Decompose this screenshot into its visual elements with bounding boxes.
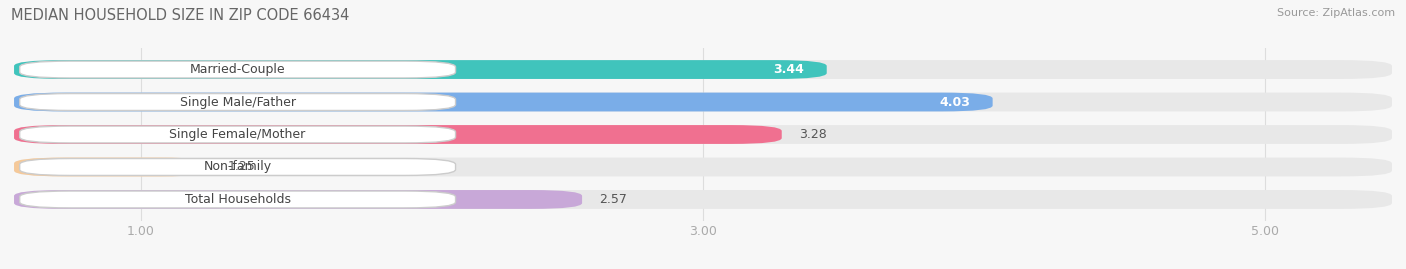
FancyBboxPatch shape bbox=[14, 158, 211, 176]
FancyBboxPatch shape bbox=[20, 61, 456, 78]
Text: 3.44: 3.44 bbox=[773, 63, 804, 76]
FancyBboxPatch shape bbox=[14, 93, 1392, 111]
Text: 3.28: 3.28 bbox=[799, 128, 827, 141]
FancyBboxPatch shape bbox=[14, 190, 582, 209]
FancyBboxPatch shape bbox=[14, 190, 1392, 209]
Text: 4.03: 4.03 bbox=[939, 95, 970, 108]
FancyBboxPatch shape bbox=[14, 93, 993, 111]
Text: Single Female/Mother: Single Female/Mother bbox=[170, 128, 305, 141]
FancyBboxPatch shape bbox=[20, 94, 456, 111]
Text: Total Households: Total Households bbox=[184, 193, 291, 206]
Text: 2.57: 2.57 bbox=[599, 193, 627, 206]
Text: 1.25: 1.25 bbox=[228, 161, 256, 174]
Text: Married-Couple: Married-Couple bbox=[190, 63, 285, 76]
FancyBboxPatch shape bbox=[20, 126, 456, 143]
FancyBboxPatch shape bbox=[20, 191, 456, 208]
FancyBboxPatch shape bbox=[14, 158, 1392, 176]
FancyBboxPatch shape bbox=[14, 60, 827, 79]
FancyBboxPatch shape bbox=[14, 60, 1392, 79]
Text: Source: ZipAtlas.com: Source: ZipAtlas.com bbox=[1277, 8, 1395, 18]
FancyBboxPatch shape bbox=[20, 158, 456, 175]
Text: MEDIAN HOUSEHOLD SIZE IN ZIP CODE 66434: MEDIAN HOUSEHOLD SIZE IN ZIP CODE 66434 bbox=[11, 8, 350, 23]
FancyBboxPatch shape bbox=[14, 125, 1392, 144]
Text: Non-family: Non-family bbox=[204, 161, 271, 174]
FancyBboxPatch shape bbox=[14, 125, 782, 144]
Text: Single Male/Father: Single Male/Father bbox=[180, 95, 295, 108]
